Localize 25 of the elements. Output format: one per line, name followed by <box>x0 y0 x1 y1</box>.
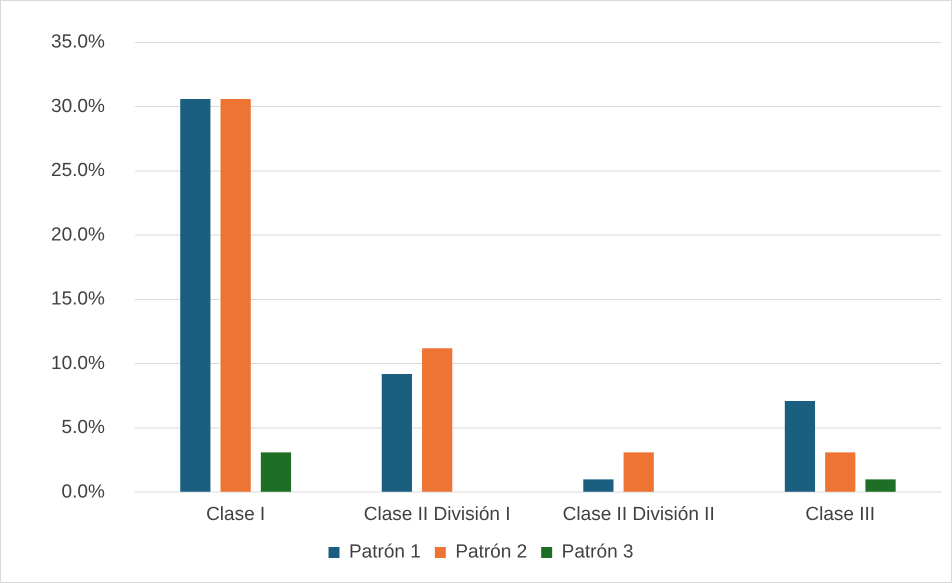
bar <box>260 452 292 492</box>
y-tick-label: 25.0% <box>51 160 105 182</box>
y-tick-label: 10.0% <box>51 352 105 374</box>
x-tick-label: Clase II División I <box>364 504 511 525</box>
legend-label: Patrón 2 <box>455 542 528 563</box>
bar <box>583 479 614 492</box>
y-tick-label: 30.0% <box>51 96 105 117</box>
bar <box>865 479 896 492</box>
x-tick-label: Clase I <box>206 504 266 525</box>
bar <box>624 452 654 492</box>
bar <box>422 348 452 492</box>
bar <box>220 98 251 492</box>
x-tick-label: Clase II División II <box>562 504 715 525</box>
bar <box>180 98 210 492</box>
y-tick-label: 0.0% <box>62 481 105 502</box>
legend-label: Patrón 1 <box>349 542 421 563</box>
bar <box>382 374 412 492</box>
y-tick-label: 20.0% <box>51 224 105 246</box>
bar <box>784 400 816 492</box>
y-tick-label: 5.0% <box>62 417 105 438</box>
bar <box>825 452 856 492</box>
legend-label: Patrón 3 <box>562 542 634 563</box>
y-tick-label: 15.0% <box>51 288 105 310</box>
x-tick-label: Clase III <box>805 504 876 525</box>
y-tick-label: 35.0% <box>51 32 105 53</box>
